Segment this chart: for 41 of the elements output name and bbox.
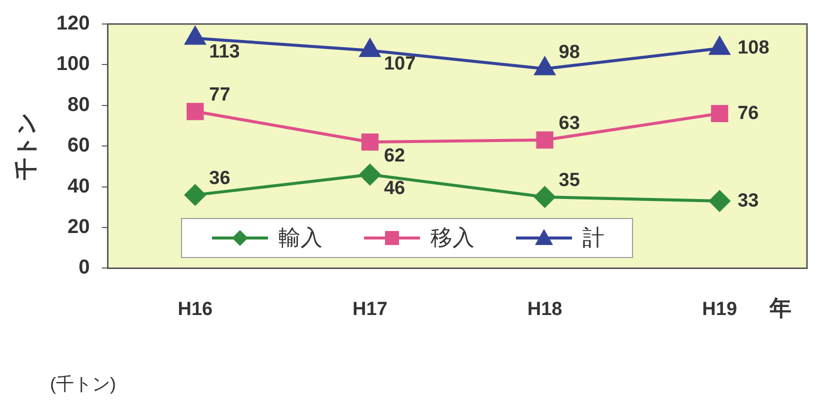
y-tick-label: 20: [68, 216, 90, 238]
text: (千トン): [50, 373, 116, 396]
x-tick-label: H17: [352, 298, 388, 320]
point: [186, 102, 204, 120]
y-tick-label: 60: [68, 134, 90, 157]
y-tick-label: 40: [68, 175, 90, 198]
y-tick-label: 0: [78, 256, 90, 279]
y-tick-label: 120: [56, 12, 90, 35]
data-label: 107: [384, 54, 416, 75]
data-label: 63: [558, 113, 580, 134]
point: [709, 36, 730, 55]
legend-label: 移入: [430, 224, 474, 252]
data-label: 108: [738, 38, 770, 59]
data-label: 62: [384, 145, 406, 166]
legend-label: 輸入: [278, 224, 322, 252]
x-axis-title: 年: [768, 295, 792, 320]
y-tick-label: 80: [68, 94, 90, 116]
point: [184, 184, 206, 206]
data-label: 98: [558, 42, 580, 64]
point: [360, 38, 380, 57]
data-label: 76: [738, 102, 759, 124]
data-label: 33: [738, 190, 759, 212]
data-label: 46: [384, 178, 406, 199]
point: [361, 133, 379, 151]
data-label: 35: [558, 170, 580, 192]
point: [536, 131, 554, 149]
y-axis-title: 千トン: [13, 112, 38, 182]
point: [534, 186, 556, 208]
x-tick-label: H16: [178, 298, 213, 320]
point: [711, 104, 728, 122]
point: [709, 190, 730, 212]
data-label: 113: [209, 41, 240, 62]
y-tick-label: 100: [56, 53, 90, 76]
point: [185, 26, 206, 45]
x-tick-label: H19: [702, 298, 738, 320]
legend-label: 計: [582, 224, 604, 252]
data-label: 36: [209, 168, 230, 190]
data-label: 77: [209, 84, 230, 106]
x-tick-label: H18: [527, 298, 562, 320]
point: [534, 57, 555, 76]
point: [359, 164, 380, 186]
